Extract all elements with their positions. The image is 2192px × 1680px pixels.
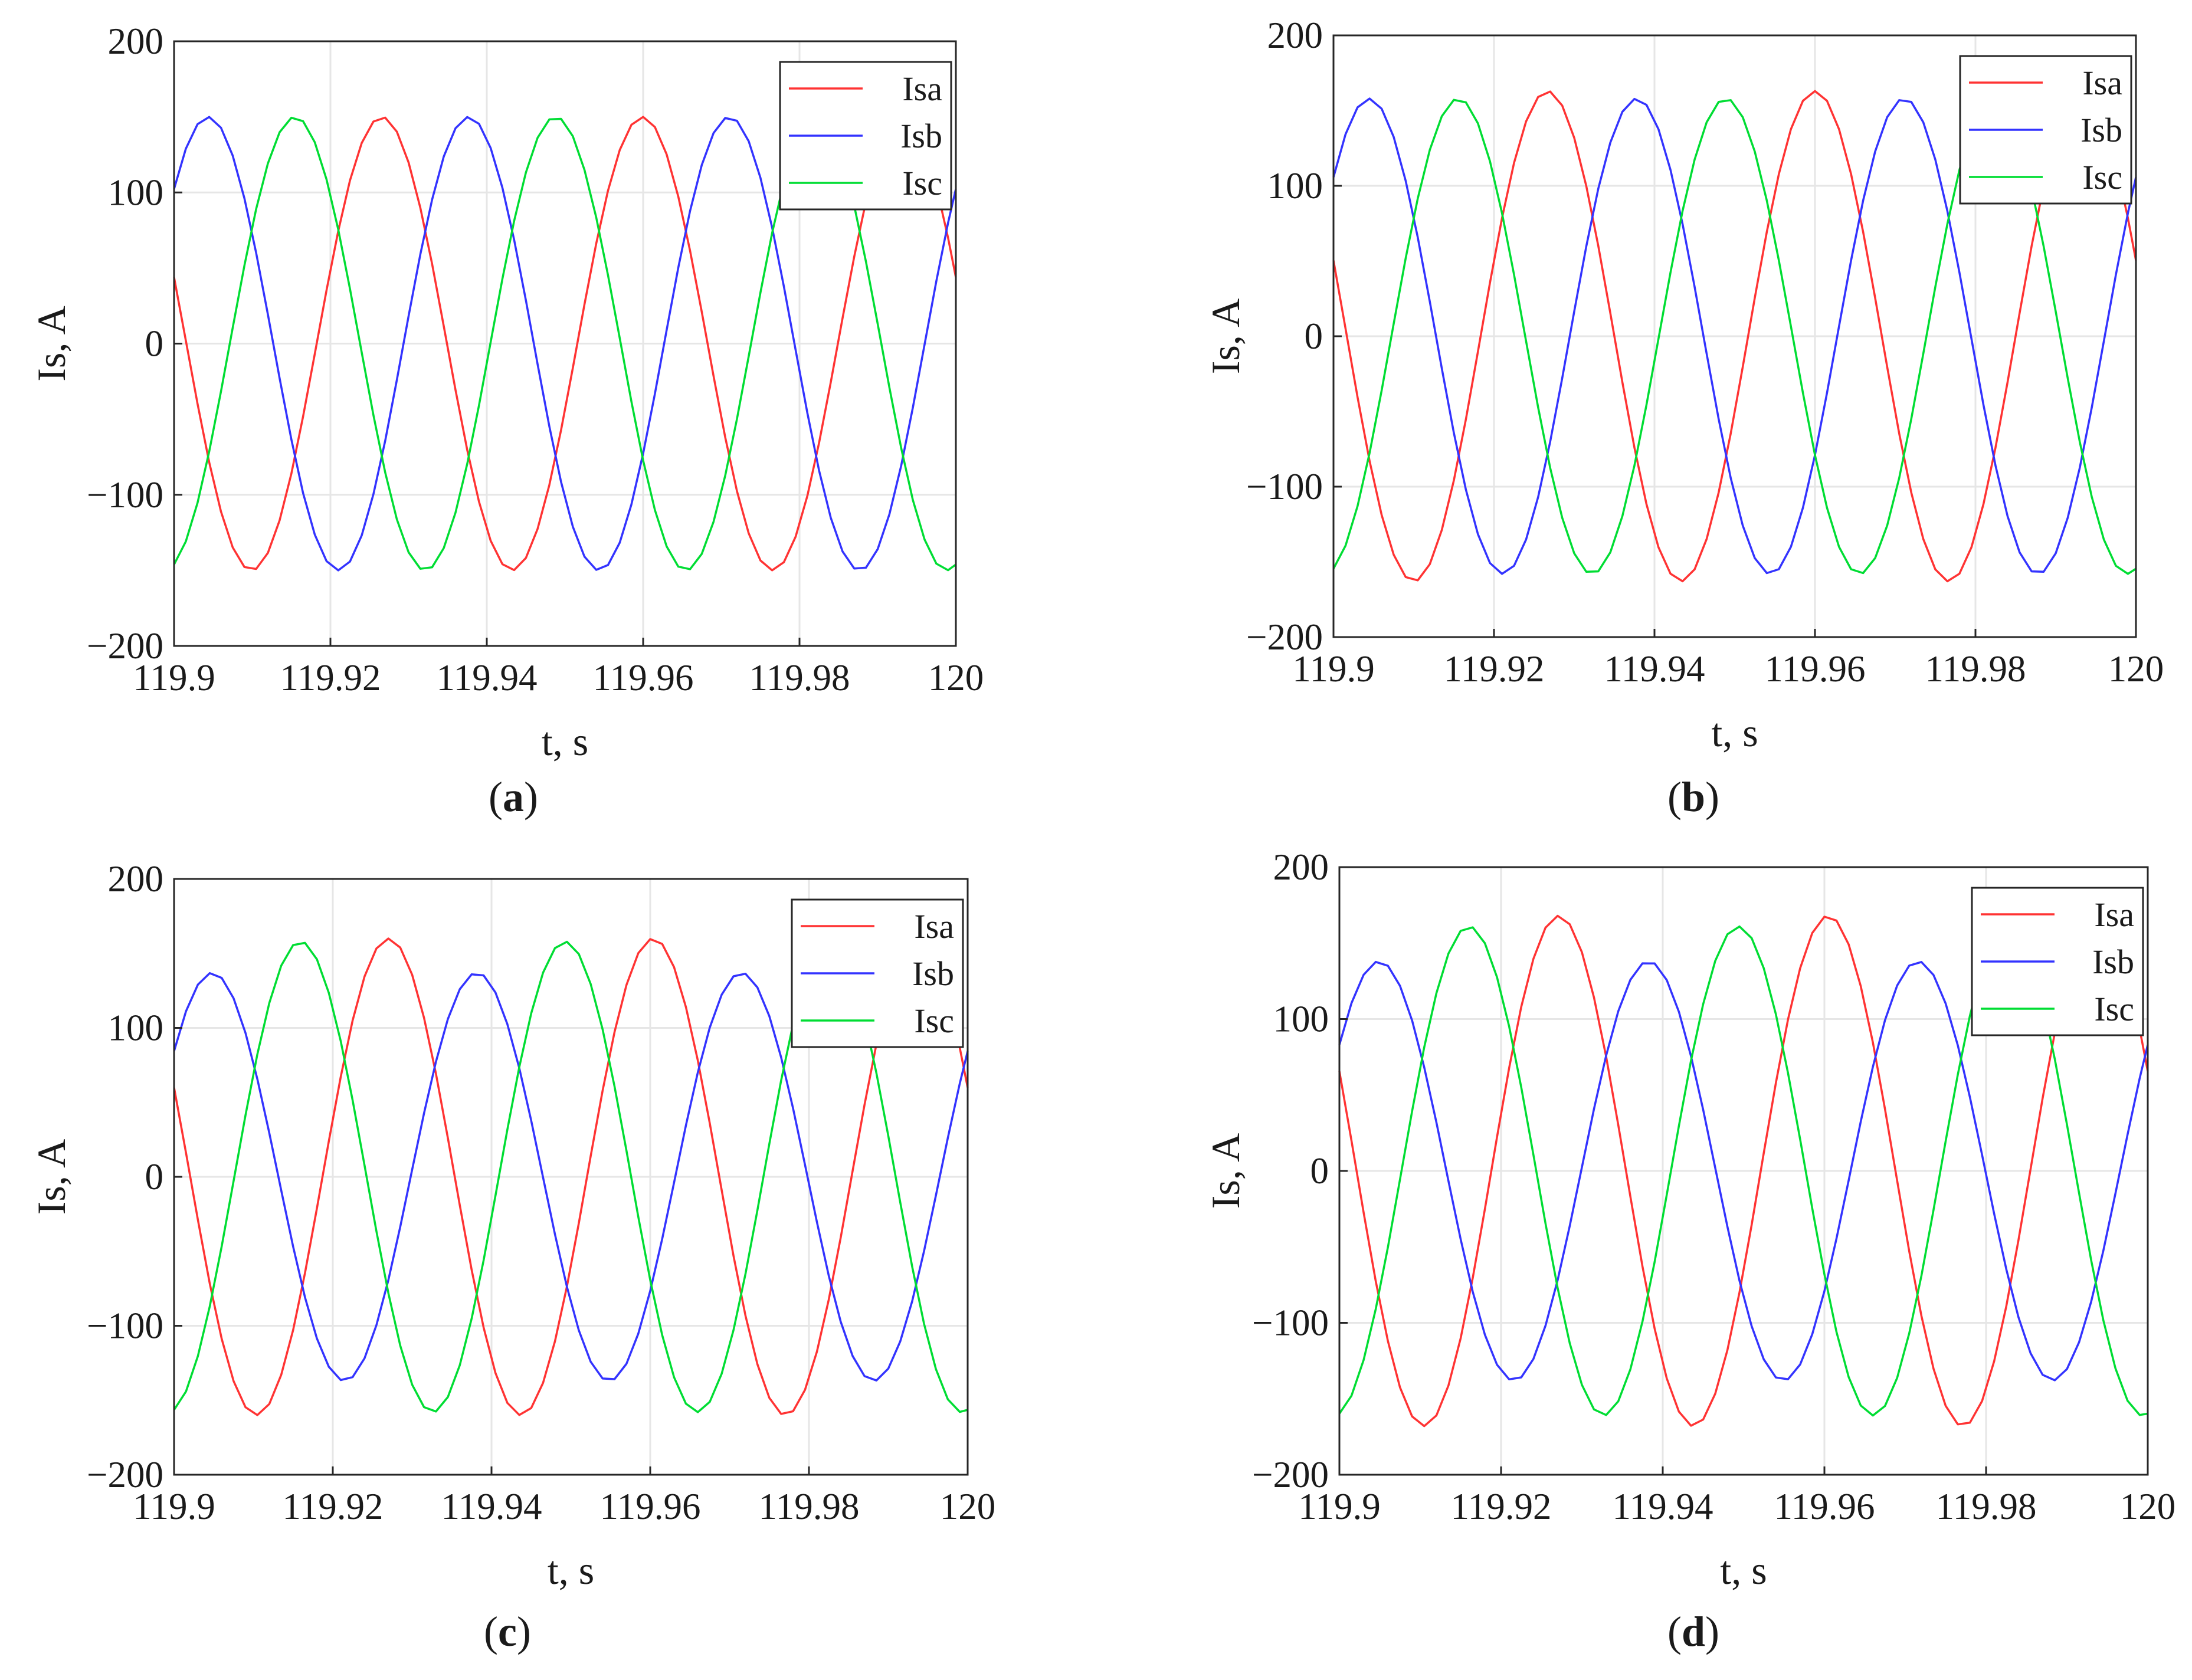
x-tick-label: 119.98 <box>759 1486 860 1527</box>
legend-label-isa: Isa <box>2094 895 2134 934</box>
y-tick-label: 100 <box>1273 999 1329 1040</box>
series-line-isb <box>1332 97 2137 575</box>
x-tick-label: 119.92 <box>280 657 381 698</box>
caption-letter: d <box>1682 1608 1705 1655</box>
y-tick-label: 200 <box>108 858 164 900</box>
legend: Isa Isb Isc <box>779 61 952 211</box>
caption-open: ( <box>1667 1608 1682 1655</box>
series-line-isa <box>1338 914 2149 1428</box>
series-line-isb <box>173 116 957 572</box>
caption-open: ( <box>489 773 503 821</box>
caption-open: ( <box>484 1608 498 1655</box>
x-tick-label: 119.92 <box>283 1486 384 1527</box>
x-tick-label: 119.98 <box>1936 1486 2037 1527</box>
panel-caption: (b) <box>1667 773 1719 821</box>
legend-label-isb: Isb <box>2092 943 2134 981</box>
x-tick-label: 119.96 <box>593 657 694 698</box>
x-tick-label: 119.94 <box>1613 1486 1713 1527</box>
y-tick-label: −200 <box>1252 1454 1329 1495</box>
x-tick-label: 119.96 <box>1774 1486 1875 1527</box>
x-tick-label: 119.92 <box>1451 1486 1552 1527</box>
panel-caption: (d) <box>1667 1608 1719 1655</box>
legend-label-isb: Isb <box>912 954 954 993</box>
y-tick-label: −100 <box>87 1305 163 1347</box>
legend-label-isa: Isa <box>902 70 942 108</box>
x-tick-label: 119.92 <box>1444 648 1545 690</box>
x-tick-label: 119.98 <box>1925 648 2026 690</box>
series-line-isa <box>173 937 969 1416</box>
y-tick-label: −200 <box>87 1454 163 1495</box>
x-tick-label: 119.9 <box>133 1486 215 1527</box>
y-tick-label: 200 <box>1273 846 1329 888</box>
legend-label-isc: Isc <box>2094 990 2134 1028</box>
x-axis-label: t, s <box>548 1548 594 1593</box>
x-tick-label: 119.94 <box>441 1486 542 1527</box>
y-axis-label: Is, A <box>29 306 74 381</box>
legend: Isa Isb Isc <box>1971 887 2144 1036</box>
caption-letter: a <box>503 773 524 821</box>
y-tick-label: −100 <box>1252 1302 1329 1344</box>
chart-panel-a: 119.9 119.92 119.94 119.96 119.98 120 200 100 0 −… <box>29 21 984 821</box>
x-axis-label: t, s <box>542 719 588 764</box>
y-axis-label: Is, A <box>29 1139 74 1215</box>
y-tick-label: 0 <box>1305 316 1323 357</box>
legend-label-isc: Isc <box>2082 158 2122 196</box>
panel-caption: (a) <box>489 773 538 821</box>
y-tick-label: −200 <box>87 625 163 667</box>
y-tick-label: −100 <box>1246 466 1323 507</box>
chart-panel-b: 119.9 119.92 119.94 119.96 119.98 120 200 100 0 −… <box>1203 15 2164 821</box>
caption-close: ) <box>1705 773 1719 821</box>
y-axis-label: Is, A <box>1203 1133 1248 1209</box>
caption-close: ) <box>524 773 538 821</box>
legend-label-isc: Isc <box>914 1002 954 1040</box>
panel-caption: (c) <box>484 1608 531 1655</box>
legend-label-isa: Isa <box>2082 64 2122 102</box>
y-tick-label: 100 <box>1267 165 1323 206</box>
y-tick-label: −200 <box>1246 616 1323 658</box>
y-tick-label: 0 <box>1310 1150 1329 1192</box>
y-tick-label: 200 <box>108 21 164 62</box>
series-line-isb <box>1338 960 2149 1382</box>
caption-close: ) <box>1705 1608 1719 1655</box>
legend-label-isa: Isa <box>914 907 954 946</box>
legend-label-isb: Isb <box>2080 111 2122 149</box>
x-tick-label: 120 <box>928 657 984 698</box>
y-tick-label: 100 <box>108 1008 164 1049</box>
y-tick-label: 0 <box>145 1156 164 1197</box>
legend-label-isb: Isb <box>900 117 942 155</box>
legend-label-isc: Isc <box>902 164 942 202</box>
chart-panel-d: 119.9 119.92 119.94 119.96 119.98 120 200 100 0 −… <box>1203 846 2175 1655</box>
legend: Isa Isb Isc <box>1959 55 2132 205</box>
x-tick-label: 119.9 <box>1292 648 1374 690</box>
x-tick-label: 120 <box>2120 1486 2176 1527</box>
x-tick-label: 119.94 <box>1604 648 1705 690</box>
x-tick-label: 119.96 <box>1765 648 1866 690</box>
x-tick-label: 119.94 <box>437 657 538 698</box>
y-tick-label: 200 <box>1267 15 1323 56</box>
caption-close: ) <box>517 1608 531 1655</box>
x-tick-label: 120 <box>940 1486 996 1527</box>
series-line-isa <box>1332 90 2137 583</box>
x-axis-label: t, s <box>1711 710 1758 755</box>
x-tick-label: 120 <box>2108 648 2164 690</box>
x-tick-label: 119.9 <box>133 657 215 698</box>
y-tick-label: −100 <box>87 474 163 516</box>
series-line-isb <box>173 972 969 1382</box>
caption-open: ( <box>1667 773 1682 821</box>
series-line-isa <box>173 116 957 572</box>
y-axis-label: Is, A <box>1203 298 1248 374</box>
legend: Isa Isb Isc <box>791 898 964 1048</box>
chart-panel-c: 119.9 119.92 119.94 119.96 119.98 120 200 100 0 −… <box>29 858 995 1655</box>
x-tick-label: 119.98 <box>749 657 850 698</box>
y-tick-label: 0 <box>145 323 164 365</box>
caption-letter: c <box>498 1608 517 1655</box>
x-tick-label: 119.9 <box>1298 1486 1380 1527</box>
y-tick-label: 100 <box>108 172 164 213</box>
x-axis-label: t, s <box>1720 1548 1767 1593</box>
caption-letter: b <box>1682 773 1705 821</box>
x-tick-label: 119.96 <box>600 1486 701 1527</box>
